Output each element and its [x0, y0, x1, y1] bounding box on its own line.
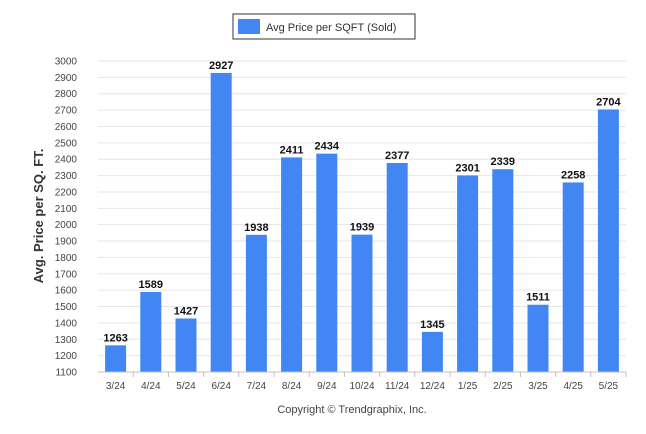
bar-12-24 — [421, 331, 443, 372]
x-tick-label: 2/25 — [493, 381, 513, 392]
y-tick-label: 2900 — [55, 73, 78, 84]
x-tick-label: 8/24 — [282, 381, 302, 392]
y-tick-label: 2300 — [55, 171, 78, 182]
bar-4-24 — [140, 291, 162, 372]
y-tick-label: 1100 — [55, 368, 77, 379]
data-label: 2411 — [280, 144, 304, 156]
bar-10-24 — [351, 234, 373, 372]
bar-7-24 — [245, 234, 267, 372]
copyright-text: Copyright © Trendgraphix, Inc. — [277, 404, 426, 416]
y-tick-label: 1900 — [55, 237, 78, 248]
x-tick-label: 12/24 — [420, 381, 445, 392]
legend-box — [232, 13, 416, 40]
y-tick-label: 1400 — [55, 318, 78, 329]
data-label: 1345 — [420, 319, 444, 331]
x-axis-ticks: 3/24 4/24 5/24 6/24 7/24 8/24 9/24 10/24 11/24 12… — [106, 372, 627, 392]
data-label: 1427 — [174, 305, 198, 317]
legend-label: Avg Price per SQFT (Sold) — [266, 22, 396, 34]
bar-11-24 — [386, 162, 408, 372]
x-tick-label: 3/25 — [528, 381, 548, 392]
x-tick-label: 11/24 — [385, 381, 410, 392]
data-label: 1263 — [103, 332, 127, 344]
bar-1-25 — [457, 175, 479, 372]
data-label: 1939 — [350, 222, 374, 234]
y-axis-title: Avg. Price per SQ. FT. — [31, 149, 46, 284]
y-tick-label: 2700 — [55, 106, 78, 117]
bar-6-24 — [210, 72, 232, 372]
data-label: 2301 — [455, 162, 479, 174]
bar-3-25 — [527, 304, 549, 372]
data-label: 2434 — [315, 141, 340, 153]
x-tick-label: 3/24 — [106, 381, 126, 392]
y-axis-ticks: 1100 1200 1300 1400 1500 1600 1700 1800 1900 2000… — [55, 57, 78, 379]
legend: Avg Price per SQFT (Sold) — [232, 13, 416, 40]
x-tick-label: 7/24 — [247, 381, 267, 392]
bars: 1263 1589 1427 2927 1938 2411 2434 1939 2377 1345… — [103, 60, 622, 372]
y-tick-label: 1600 — [55, 286, 78, 297]
y-tick-label: 1300 — [55, 335, 78, 346]
x-tick-label: 6/24 — [211, 381, 231, 392]
bar-5-24 — [175, 318, 197, 372]
y-tick-label: 2400 — [55, 155, 78, 166]
bar-9-24 — [316, 153, 338, 372]
y-tick-label: 2600 — [55, 122, 78, 133]
legend-swatch — [238, 19, 260, 34]
y-tick-label: 1800 — [55, 253, 78, 264]
data-label: 2704 — [596, 96, 621, 108]
bar-3-24 — [105, 345, 127, 372]
data-label: 1938 — [244, 222, 268, 234]
bar-2-25 — [492, 169, 514, 372]
y-tick-label: 2000 — [55, 220, 78, 231]
x-tick-label: 4/25 — [563, 381, 583, 392]
y-tick-label: 1200 — [55, 351, 78, 362]
data-label: 2339 — [491, 156, 515, 168]
y-tick-label: 2500 — [55, 138, 78, 149]
y-tick-label: 1500 — [55, 302, 78, 313]
data-label: 2258 — [561, 169, 585, 181]
bar-4-25 — [562, 182, 584, 372]
bar-5-25 — [597, 109, 619, 372]
data-label: 1511 — [526, 292, 550, 304]
data-label: 2377 — [385, 150, 409, 162]
data-label: 2927 — [209, 60, 233, 72]
x-tick-label: 4/24 — [141, 381, 161, 392]
x-tick-label: 5/25 — [599, 381, 619, 392]
y-tick-label: 1700 — [55, 269, 78, 280]
y-tick-label: 2800 — [55, 89, 78, 100]
y-tick-label: 2200 — [55, 187, 78, 198]
data-label: 1589 — [139, 279, 163, 291]
x-tick-label: 5/24 — [176, 381, 196, 392]
x-tick-label: 9/24 — [317, 381, 337, 392]
x-tick-label: 10/24 — [349, 381, 374, 392]
x-tick-label: 1/25 — [458, 381, 478, 392]
y-tick-label: 3000 — [55, 57, 78, 68]
bar-8-24 — [281, 157, 303, 372]
y-tick-label: 2100 — [55, 204, 78, 215]
